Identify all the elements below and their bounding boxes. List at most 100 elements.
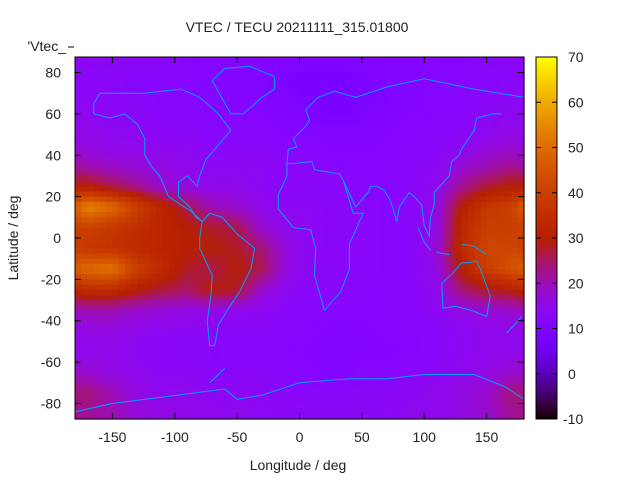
heatmap-cell [449,108,457,115]
heatmap-cell [168,93,176,99]
heatmap-cell [324,165,332,172]
heatmap-cell [212,196,220,203]
heatmap-cell [324,269,332,275]
heatmap-cell [349,186,357,193]
heatmap-cell [168,124,176,130]
heatmap-cell [368,103,375,110]
heatmap-cell [361,170,369,177]
heatmap-cell [311,67,319,74]
heatmap-cell [81,258,89,265]
heatmap-cell [299,227,307,234]
heatmap-cell [230,165,238,172]
heatmap-cell [467,232,475,239]
heatmap-cell [181,367,188,374]
heatmap-cell [330,336,338,343]
heatmap-cell [87,88,95,94]
heatmap-cell [99,269,107,275]
heatmap-cell [87,134,95,141]
heatmap-cell [280,258,288,265]
heatmap-cell [330,82,338,89]
heatmap-cell [224,356,232,363]
heatmap-cell [305,98,313,105]
heatmap-cell [274,294,282,301]
heatmap-cell [193,57,201,63]
heatmap-cell [137,300,145,306]
heatmap-cell [218,367,226,374]
heatmap-cell [386,305,394,311]
heatmap-cell [361,227,369,234]
heatmap-cell [218,196,226,203]
heatmap-cell [436,320,444,327]
heatmap-cell [386,222,394,229]
heatmap-cell [349,113,357,120]
heatmap-cell [393,305,400,311]
heatmap-cell [411,336,419,343]
heatmap-cell [343,139,350,146]
heatmap-cell [455,320,463,327]
heatmap-cell [474,139,481,146]
heatmap-cell [112,88,120,94]
heatmap-cell [243,263,251,270]
heatmap-cell [480,408,488,415]
heatmap-cell [505,372,513,379]
heatmap-cell [137,403,145,410]
heatmap-cell [293,108,301,115]
heatmap-cell [237,331,244,337]
heatmap-cell [143,57,151,63]
heatmap-cell [386,243,394,249]
heatmap-cell [293,103,301,110]
heatmap-cell [486,72,494,79]
heatmap-cell [287,408,294,415]
heatmap-cell [517,134,525,141]
heatmap-cell [93,82,101,89]
heatmap-cell [393,77,400,84]
heatmap-cell [187,372,195,379]
heatmap-cell [149,372,157,379]
heatmap-cell [230,144,238,151]
heatmap-cell [268,191,276,198]
heatmap-cell [237,336,244,343]
heatmap-cell [99,367,107,374]
heatmap-cell [93,72,101,79]
heatmap-cell [455,62,463,68]
heatmap-cell [218,377,226,384]
heatmap-cell [237,196,244,203]
heatmap-cell [156,222,163,229]
heatmap-cell [262,155,269,162]
heatmap-cell [87,367,95,374]
heatmap-cell [106,113,114,120]
heatmap-cell [162,124,170,130]
heatmap-cell [99,181,107,187]
heatmap-cell [218,57,226,63]
heatmap-cell [311,294,319,301]
heatmap-cell [442,129,450,136]
heatmap-cell [262,124,269,130]
heatmap-cell [455,181,463,187]
heatmap-cell [411,88,419,94]
heatmap-cell [330,72,338,79]
heatmap-cell [218,144,226,151]
heatmap-cell [374,300,382,306]
heatmap-cell [449,310,457,317]
heatmap-cell [355,124,363,130]
heatmap-cell [336,72,344,79]
heatmap-cell [505,227,513,234]
heatmap-cell [324,191,332,198]
heatmap-cell [449,274,457,280]
heatmap-cell [118,113,126,120]
heatmap-cell [93,57,101,63]
heatmap-cell [99,258,107,265]
heatmap-cell [293,144,301,151]
heatmap-cell [268,217,276,224]
heatmap-cell [131,279,138,286]
heatmap-cell [411,155,419,162]
heatmap-cell [149,320,157,327]
heatmap-cell [174,113,182,120]
heatmap-cell [467,98,475,105]
heatmap-cell [374,269,382,275]
heatmap-cell [249,356,257,363]
heatmap-cell [361,113,369,120]
heatmap-cell [156,315,163,322]
heatmap-cell [168,294,176,301]
heatmap-cell [305,201,313,208]
